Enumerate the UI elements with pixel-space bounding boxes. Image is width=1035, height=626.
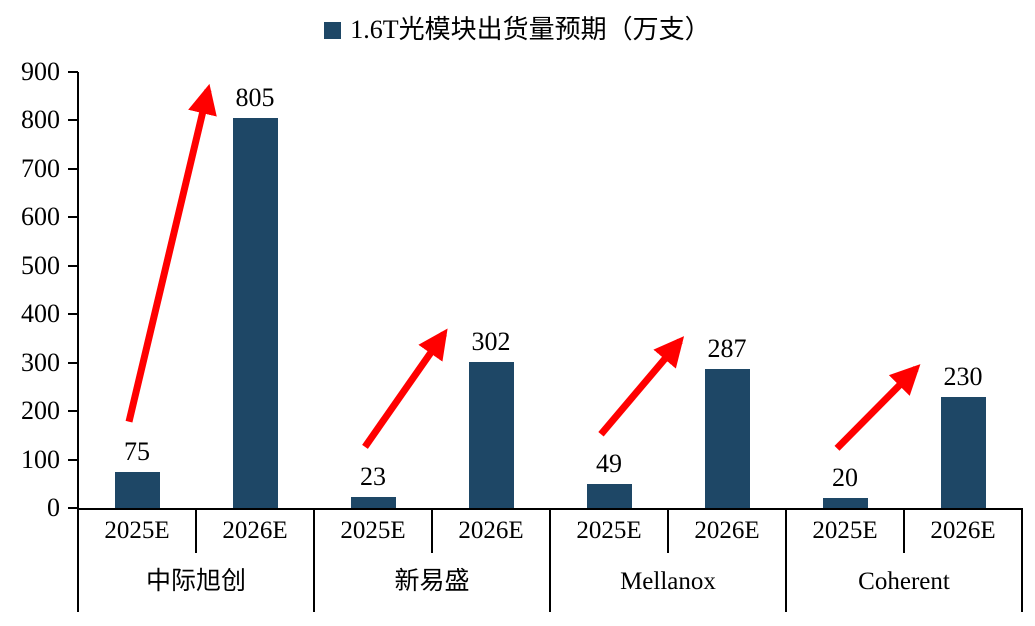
category-separator	[903, 508, 905, 553]
bar-value-label: 805	[235, 83, 275, 112]
y-tick-label: 500	[21, 251, 60, 280]
y-tick-label: 800	[21, 105, 60, 134]
growth-arrow-新易盛	[362, 328, 448, 449]
bar-新易盛-2025E	[351, 497, 396, 508]
y-axis-tick	[68, 71, 78, 73]
category-label: 2025E	[104, 517, 170, 544]
category-label: 2026E	[458, 517, 524, 544]
bar-value-label: 302	[471, 327, 511, 356]
y-axis-tick	[68, 507, 78, 509]
group-separator	[77, 508, 79, 612]
y-axis-tick	[68, 410, 78, 412]
growth-arrow-Mellanox	[598, 336, 685, 437]
bar-value-label: 20	[832, 463, 858, 492]
bar-新易盛-2026E	[469, 362, 514, 508]
y-tick-label: 700	[21, 154, 60, 183]
growth-arrow-Coherent	[834, 364, 921, 451]
category-label: 2025E	[340, 517, 406, 544]
group-label: Coherent	[858, 568, 950, 595]
bar-中际旭创-2025E	[115, 472, 160, 508]
group-separator	[549, 508, 551, 612]
bar-中际旭创-2026E	[233, 118, 278, 508]
category-label: 2025E	[576, 517, 642, 544]
group-label: Mellanox	[620, 568, 716, 595]
y-axis-tick	[68, 362, 78, 364]
category-separator	[431, 508, 433, 553]
group-label: 中际旭创	[145, 568, 246, 595]
group-separator	[785, 508, 787, 612]
legend-label: 1.6T光模块出货量预期（万支）	[350, 15, 711, 44]
y-axis-tick	[68, 313, 78, 315]
bar-value-label: 230	[943, 362, 983, 391]
bar-Mellanox-2026E	[705, 369, 750, 508]
category-separator	[667, 508, 669, 553]
growth-arrow-中际旭创	[125, 83, 217, 423]
y-tick-label: 600	[21, 202, 60, 231]
category-label: 2026E	[930, 517, 996, 544]
y-axis-tick	[68, 265, 78, 267]
y-axis-tick	[68, 459, 78, 461]
bar-value-label: 49	[596, 449, 622, 478]
y-axis-tick	[68, 119, 78, 121]
y-tick-label: 300	[21, 348, 60, 377]
legend-swatch	[324, 21, 342, 39]
y-tick-label: 100	[21, 445, 60, 474]
y-axis-line	[77, 72, 79, 509]
chart-legend: 1.6T光模块出货量预期（万支）	[0, 16, 1035, 44]
category-label: 2025E	[812, 517, 878, 544]
bar-value-label: 287	[707, 334, 747, 363]
y-tick-label: 200	[21, 396, 60, 425]
group-label: 新易盛	[394, 568, 470, 595]
bar-Coherent-2025E	[823, 498, 868, 508]
bar-Mellanox-2025E	[587, 484, 632, 508]
group-separator	[1021, 508, 1023, 612]
group-separator	[313, 508, 315, 612]
bar-value-label: 23	[360, 462, 386, 491]
category-label: 2026E	[694, 517, 760, 544]
category-separator	[195, 508, 197, 553]
bar-value-label: 75	[124, 437, 150, 466]
y-tick-label: 0	[47, 493, 60, 522]
y-tick-label: 400	[21, 299, 60, 328]
y-axis-tick	[68, 216, 78, 218]
y-tick-label: 900	[21, 57, 60, 86]
category-label: 2026E	[222, 517, 288, 544]
bar-Coherent-2026E	[941, 397, 986, 508]
y-axis-tick	[68, 168, 78, 170]
